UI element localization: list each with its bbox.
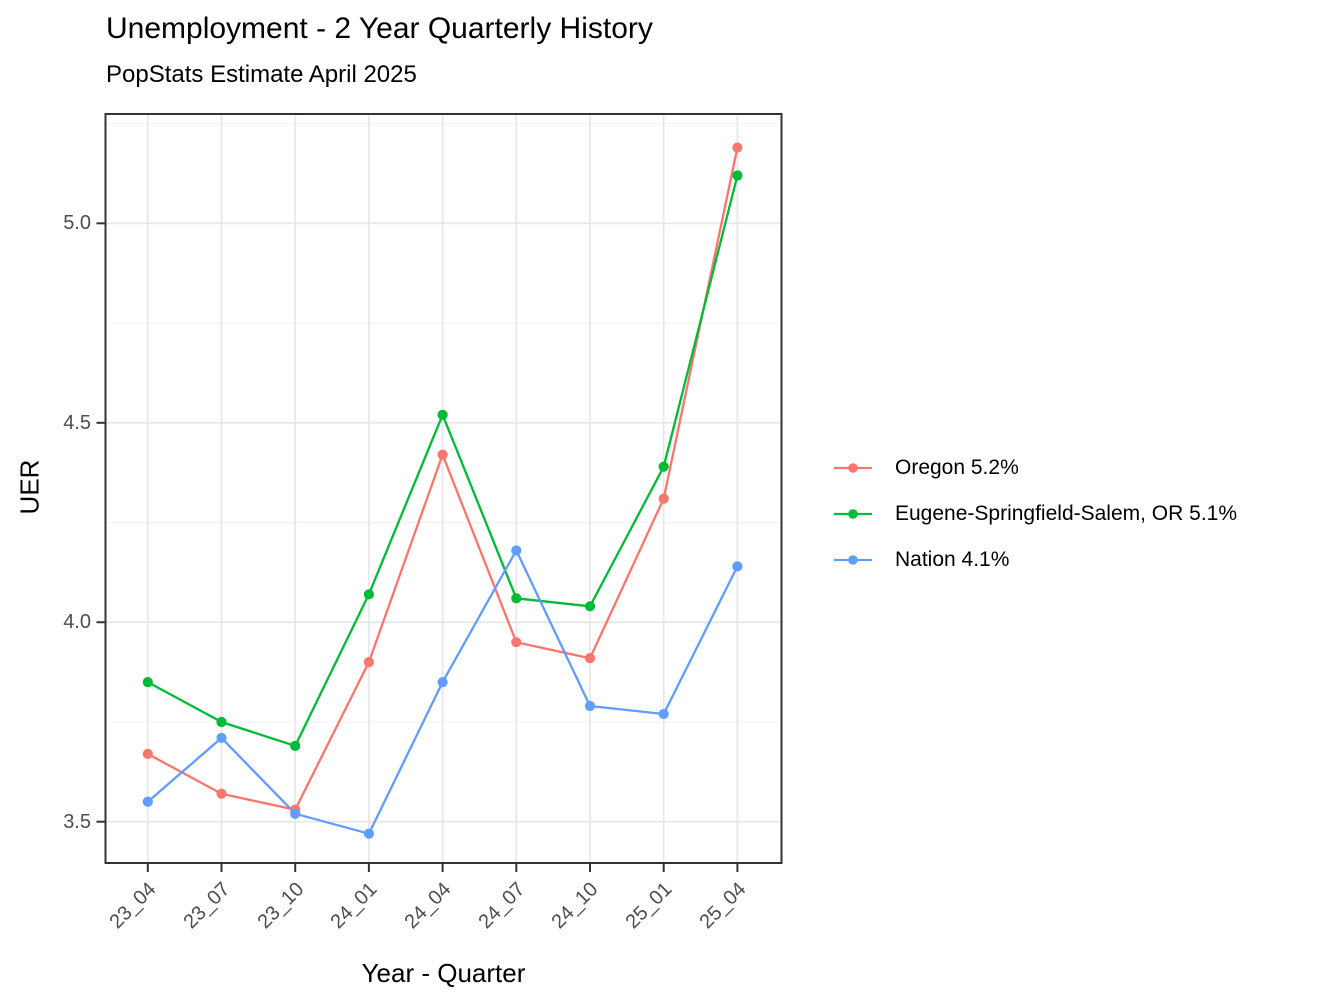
data-point-oregon-24_07 bbox=[511, 637, 522, 648]
y-axis-title: UER bbox=[14, 459, 45, 515]
data-point-nation-23_07 bbox=[216, 732, 227, 744]
chart-title: Unemployment - 2 Year Quarterly History bbox=[106, 12, 653, 45]
panel-border bbox=[104, 113, 783, 864]
legend-key-nation-icon bbox=[834, 555, 872, 565]
legend-key-eugene-icon bbox=[834, 509, 872, 519]
data-point-eugene-springfield-salem-or-24_07 bbox=[511, 593, 522, 604]
legend-label-oregon: Oregon 5.2% bbox=[895, 456, 1019, 479]
legend-item-eugene-springfield-salem: Eugene-Springfield-Salem, OR 5.1% bbox=[833, 491, 1237, 537]
data-point-eugene-springfield-salem-or-23_07 bbox=[216, 716, 227, 728]
data-point-oregon-25_01 bbox=[658, 493, 669, 504]
legend-label-nation: Nation 4.1% bbox=[895, 548, 1010, 571]
y-tick-label: 4.0 bbox=[63, 611, 91, 634]
y-tick-label: 3.5 bbox=[63, 810, 91, 833]
legend-label-eugene-springfield-salem: Eugene-Springfield-Salem, OR 5.1% bbox=[895, 502, 1238, 525]
data-point-eugene-springfield-salem-or-24_01 bbox=[363, 589, 374, 600]
y-tick-label: 4.5 bbox=[63, 411, 91, 434]
legend-item-oregon: Oregon 5.2% bbox=[833, 445, 1237, 491]
data-point-oregon-24_10 bbox=[584, 653, 596, 664]
data-point-eugene-springfield-salem-or-23_04 bbox=[142, 676, 153, 688]
data-point-eugene-springfield-salem-or-25_04 bbox=[732, 170, 743, 181]
data-point-nation-25_04 bbox=[732, 561, 743, 572]
data-point-nation-23_10 bbox=[290, 808, 301, 819]
data-point-nation-24_07 bbox=[511, 545, 522, 556]
data-point-eugene-springfield-salem-or-23_10 bbox=[290, 740, 301, 752]
data-point-eugene-springfield-salem-or-24_10 bbox=[584, 601, 596, 612]
series-points bbox=[142, 142, 743, 839]
data-point-nation-24_10 bbox=[584, 700, 596, 712]
legend: Oregon 5.2% Eugene-Springfield-Salem, OR… bbox=[833, 445, 1237, 583]
data-point-nation-24_01 bbox=[363, 828, 374, 839]
axis-tick-marks bbox=[96, 222, 739, 872]
chart-subtitle: PopStats Estimate April 2025 bbox=[106, 61, 417, 88]
data-point-eugene-springfield-salem-or-25_01 bbox=[658, 461, 669, 472]
data-point-nation-25_01 bbox=[658, 708, 669, 720]
legend-item-nation: Nation 4.1% bbox=[833, 537, 1237, 583]
legend-key-oregon-icon bbox=[834, 463, 872, 473]
data-point-oregon-24_01 bbox=[363, 657, 374, 668]
x-axis-title: Year - Quarter bbox=[361, 958, 526, 988]
data-point-oregon-24_04 bbox=[437, 449, 448, 460]
data-point-nation-24_04 bbox=[437, 676, 448, 688]
data-point-oregon-23_04 bbox=[142, 748, 153, 759]
gridlines-major bbox=[105, 114, 782, 863]
y-tick-label: 5.0 bbox=[63, 212, 91, 235]
data-point-oregon-23_07 bbox=[216, 788, 227, 799]
data-point-eugene-springfield-salem-or-24_04 bbox=[437, 409, 448, 420]
data-point-oregon-25_04 bbox=[732, 142, 743, 153]
data-point-nation-23_04 bbox=[142, 796, 153, 807]
